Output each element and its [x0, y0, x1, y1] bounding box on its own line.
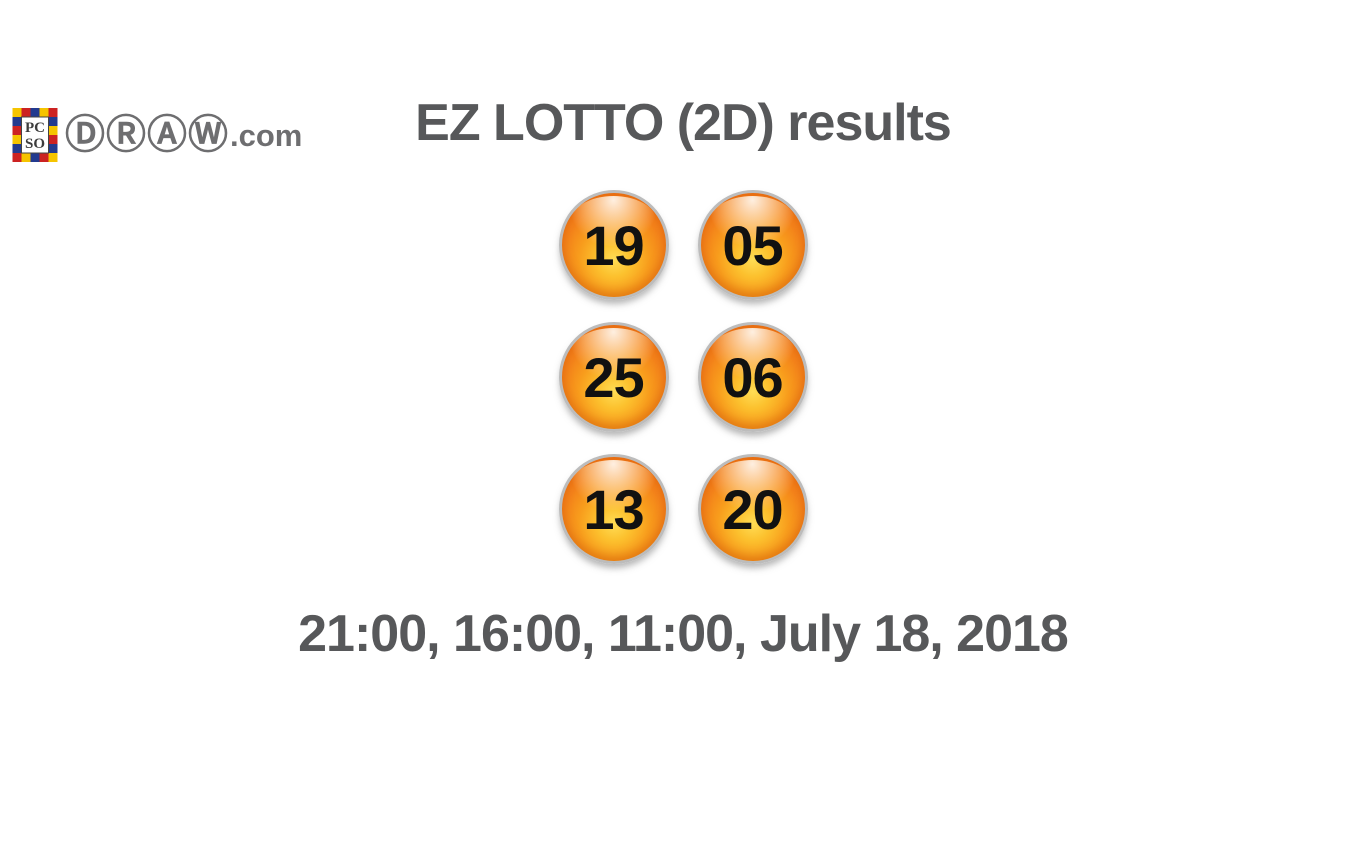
page: { "logo": { "icon": { "line1": "PC", "li…	[0, 94, 1366, 862]
lottery-ball: 25	[558, 322, 669, 433]
lottery-ball: 13	[558, 454, 669, 565]
ball-number: 13	[583, 477, 644, 541]
pcso-logo-icon: PC SO	[12, 108, 58, 162]
ball-number: 20	[722, 477, 783, 541]
ball-grid: 19 05 25 06 13 20	[558, 190, 808, 565]
lottery-ball: 06	[697, 322, 808, 433]
page-title: EZ LOTTO (2D) results	[415, 94, 952, 152]
pcso-icon-text-bottom: SO	[25, 136, 45, 152]
site-logo: PC SO ⒹⓇⒶⓌ .com	[12, 108, 302, 162]
ball-number: 25	[583, 345, 644, 409]
site-name-suffix: .com	[230, 117, 303, 153]
ball-number: 06	[722, 345, 783, 409]
ball-number: 05	[722, 213, 783, 277]
pcso-icon-text-top: PC	[25, 120, 45, 136]
results-panel: EZ LOTTO (2D) results 19 05 25 06 13 20 …	[0, 94, 1366, 663]
draw-schedule: 21:00, 16:00, 11:00, July 18, 2018	[298, 605, 1069, 664]
site-name-circled-letters: ⒹⓇⒶⓌ	[65, 113, 229, 157]
ball-number: 19	[583, 213, 644, 277]
lottery-ball: 05	[697, 190, 808, 301]
lottery-ball: 19	[558, 190, 669, 301]
lottery-ball: 20	[697, 454, 808, 565]
site-logo-text: ⒹⓇⒶⓌ .com	[65, 115, 302, 155]
